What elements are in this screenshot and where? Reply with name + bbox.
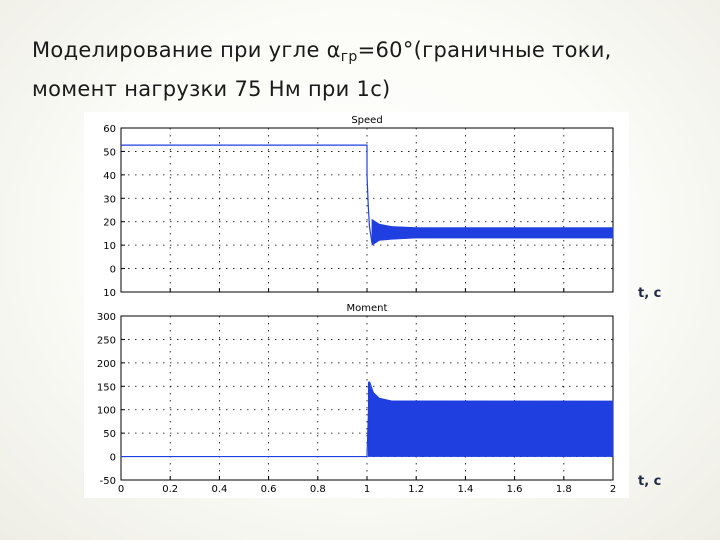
speed-y-tick-label: 10: [103, 288, 116, 299]
slide-title: Моделирование при угле αгр=60°(граничные…: [32, 34, 702, 105]
title-line-1: Моделирование при угле αгр=60°(граничные…: [32, 34, 702, 73]
speed-y-tick-label: 50: [103, 147, 116, 158]
moment-chart-title: Moment: [347, 303, 388, 314]
moment-x-tick-label: 0: [118, 484, 124, 495]
moment-x-tick-label: 1: [364, 484, 370, 495]
moment-y-tick-label: 50: [103, 429, 116, 440]
moment-y-tick-label: 200: [97, 359, 116, 370]
moment-y-tick-label: 150: [97, 382, 116, 393]
speed-y-tick-label: 10: [103, 241, 116, 252]
moment-series-band: [367, 381, 614, 457]
moment-x-tick-label: 1.2: [408, 484, 424, 495]
speed-x-unit-label: t, c: [638, 286, 662, 301]
title-line-2: момент нагрузки 75 Нм при 1с): [32, 77, 391, 101]
speed-series-line: [121, 144, 613, 243]
speed-y-tick-label: 0: [110, 265, 116, 276]
speed-y-tick-label: 60: [103, 124, 116, 135]
moment-y-tick-label: 0: [110, 453, 116, 464]
speed-chart-title: Speed: [351, 115, 382, 126]
title-subscript: гр: [340, 49, 358, 65]
moment-y-tick-label: 300: [97, 312, 116, 323]
moment-x-unit-label: t, c: [638, 474, 662, 489]
speed-y-tick-label: 20: [103, 218, 116, 229]
moment-x-tick-label: 1.6: [507, 484, 523, 495]
speed-y-tick-label: 40: [103, 171, 116, 182]
speed-y-tick-label: 30: [103, 194, 116, 205]
title-text-post: =60°(граничные токи,: [357, 38, 612, 62]
title-text-pre: Моделирование при угле α: [32, 38, 341, 62]
moment-x-tick-label: 1.4: [457, 484, 473, 495]
moment-x-tick-label: 2: [610, 484, 616, 495]
moment-x-tick-label: 0.8: [310, 484, 326, 495]
simulation-charts-svg: Speed605040302010010Moment30025020015010…: [97, 115, 616, 495]
moment-series-line: [121, 381, 613, 458]
speed-panel: Speed 60 50 40 30 20 10 0 10: [103, 115, 614, 299]
moment-x-tick-label: 0.6: [261, 484, 277, 495]
moment-x-tick-label: 0.4: [211, 484, 227, 495]
moment-y-tick-label: 250: [97, 335, 116, 346]
moment-y-tick-label: -50: [100, 476, 116, 487]
simulation-figure: Speed 60 50 40 30 20 10 0 10 Moment 300 250 200 150 10…: [84, 112, 629, 498]
moment-x-tick-label: 1.8: [556, 484, 572, 495]
moment-y-tick-label: 100: [97, 406, 116, 417]
moment-x-tick-label: 0.2: [162, 484, 178, 495]
